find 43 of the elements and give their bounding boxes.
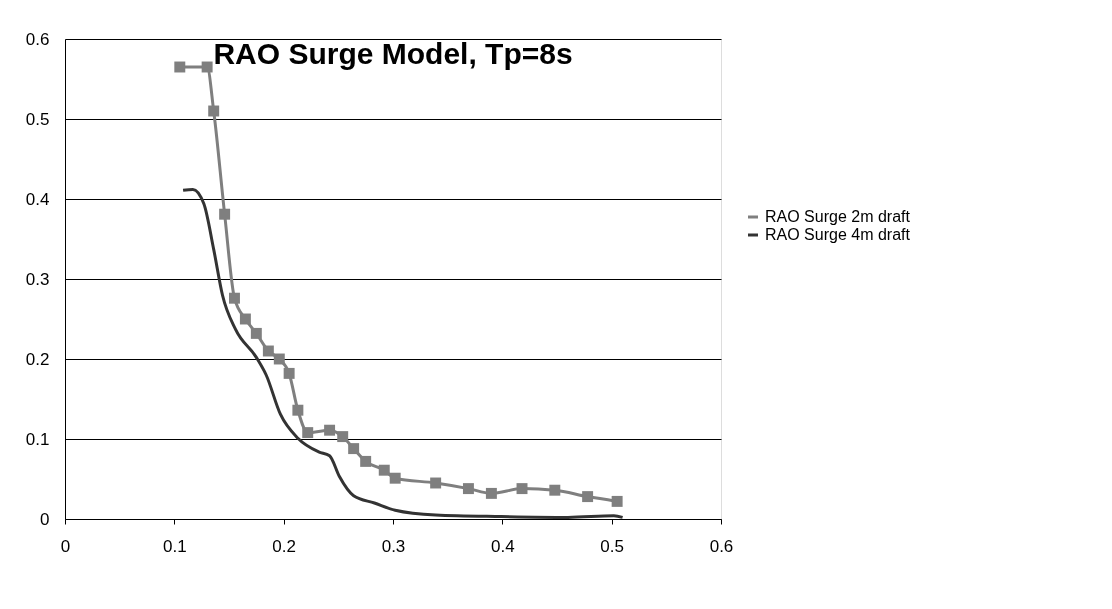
y-tick-label: 0.3 (25, 269, 50, 289)
point (549, 484, 561, 496)
point (389, 472, 401, 484)
point (430, 477, 442, 489)
x-tick-label: 0 (60, 536, 71, 556)
point (302, 427, 314, 439)
point (283, 367, 295, 379)
legend-label: RAO Surge 4m draft (765, 226, 911, 243)
chart-title: RAO Surge Model, Tp=8s (213, 37, 573, 70)
point (219, 208, 231, 220)
point (337, 431, 349, 443)
point (208, 105, 220, 117)
point (174, 61, 186, 73)
point (516, 483, 528, 495)
x-tick-label: 0.5 (600, 536, 624, 556)
line-series (181, 187, 625, 519)
x-tick-label: 0.4 (491, 536, 515, 556)
x-tick-label: 0.1 (163, 536, 187, 556)
point (611, 495, 623, 507)
x-tick-label: 0.6 (709, 536, 734, 556)
point (485, 487, 497, 499)
y-tick-label: 0.6 (25, 29, 50, 49)
point (324, 424, 336, 436)
y-tick-label: 0.4 (25, 189, 50, 209)
x-tick-label: 0.3 (381, 536, 406, 556)
y-tick-label: 0.2 (25, 349, 50, 369)
point (262, 345, 274, 357)
point (201, 61, 213, 73)
x-tick-label: 0.2 (272, 536, 296, 556)
point (360, 455, 372, 467)
point (228, 292, 240, 304)
point (582, 491, 594, 503)
legend-label: RAO Surge 2m draft (765, 208, 911, 225)
point (462, 483, 474, 495)
y-tick-label: 0.1 (25, 429, 50, 449)
point (378, 464, 390, 476)
point (250, 327, 262, 339)
point (292, 404, 304, 416)
y-tick-label: 0.5 (25, 109, 50, 129)
point (348, 443, 360, 455)
point (273, 353, 285, 365)
y-tick-label: 0 (40, 509, 50, 529)
point (239, 313, 251, 325)
